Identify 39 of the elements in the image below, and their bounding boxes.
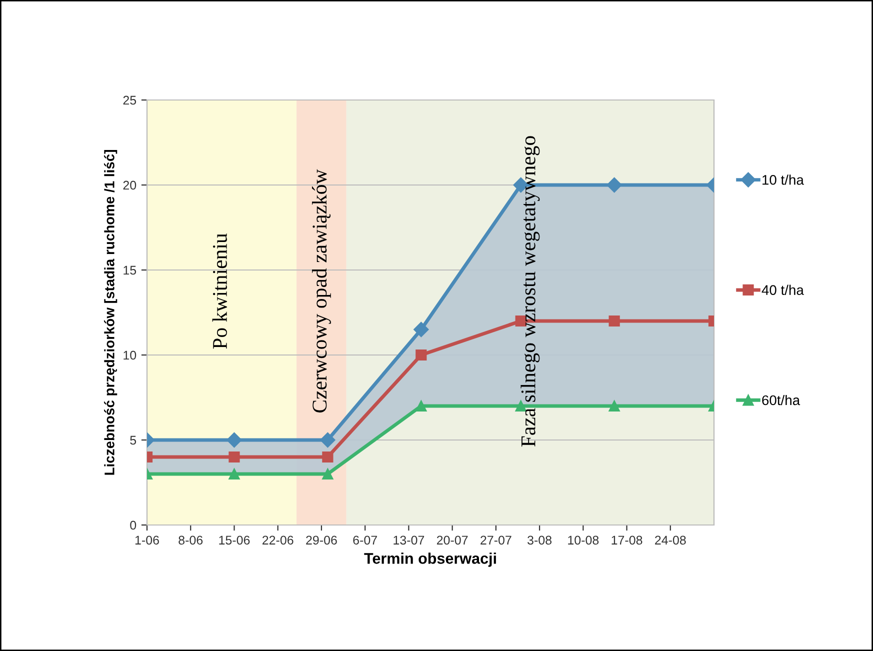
point [416,349,427,361]
y-tick-label: 0 [130,520,136,530]
x-tick-label: 29-06 [306,536,337,545]
x-tick-label: 17-08 [612,536,642,545]
point [228,451,240,463]
x-tick-label: 8-06 [178,536,203,545]
point [322,451,334,463]
y-axis-title: Liczebność przędziorków [stadia ruchome /1 liść] [104,150,118,475]
legend-label: 60t/ha [762,394,800,406]
y-tick-label: 15 [124,266,136,275]
legend-label: 10 t/ha [762,174,804,185]
x-tick-label: 10-08 [568,536,599,545]
point [322,468,334,480]
x-tick-label: 3-08 [528,536,552,545]
point [608,400,620,412]
point [608,315,620,327]
x-tick-label: 20-07 [436,536,468,545]
x-tick-label: 13-07 [394,536,424,545]
point [228,468,240,480]
point [606,177,622,193]
x-tick-label: 6-07 [353,536,377,545]
y-tick-label: 20 [123,180,136,190]
y-tick-label: 10 [124,350,136,360]
point [414,322,429,338]
x-tick-label: 15-06 [219,536,250,545]
x-tick-label: 1-06 [135,536,159,545]
point [226,432,242,448]
x-axis-title: Termin obserwacji [364,552,496,567]
band-label: Faza silnego wzrostu wegetatywnego [520,136,540,447]
point [416,400,427,412]
y-tick-label: 25 [123,96,136,105]
x-tick-label: 24-08 [655,536,686,545]
point [320,432,336,448]
x-tick-label: 27-07 [480,536,512,545]
y-tick-label: 5 [130,436,136,445]
band-label: Czerwcowy opad zawiązków [312,169,331,412]
band-label: Po kwitnieniu [212,233,227,349]
x-tick-label: 22-06 [262,536,294,545]
legend-label: 40 t/ha [762,284,804,295]
